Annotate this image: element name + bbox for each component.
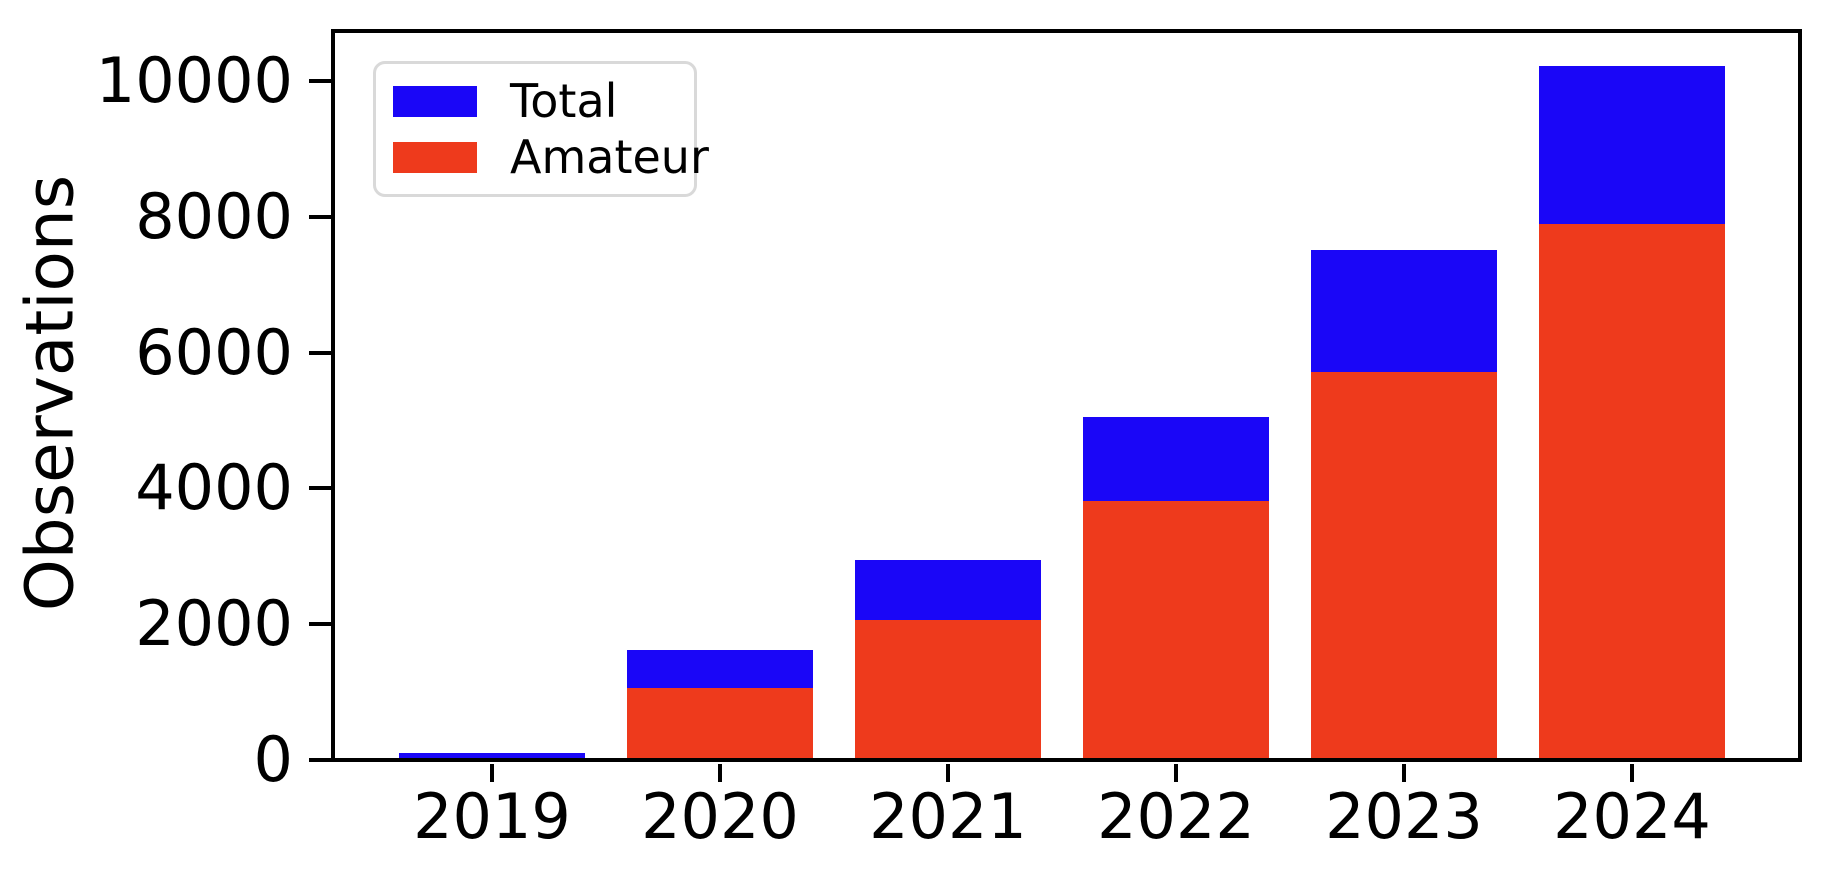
x-tick-2019 [490,764,494,782]
x-tick-2024 [1630,764,1634,782]
x-tick-label-2024: 2024 [1553,780,1711,853]
bar-amateur-2024 [1539,224,1725,760]
amateur-color-swatch [393,141,477,173]
x-tick-label-2022: 2022 [1097,780,1255,853]
top-spine [331,29,1802,33]
bar-amateur-2022 [1083,501,1269,760]
y-tick-label-2000: 2000 [135,587,293,661]
legend: Total Amateur [373,61,709,197]
y-tick-4000 [309,486,331,491]
y-tick-label-4000: 4000 [135,451,293,525]
right-spine [1798,29,1802,762]
y-tick-0 [309,758,331,762]
y-tick-10000 [309,79,331,84]
legend-label-total: Total [510,74,618,128]
bar-amateur-2021 [855,620,1041,760]
y-tick-2000 [309,622,331,627]
x-tick-2021 [946,764,950,782]
legend-item-total: Total [393,78,694,124]
x-tick-2020 [718,764,722,782]
x-tick-2022 [1174,764,1178,782]
y-axis-line [331,29,335,762]
legend-item-amateur: Amateur [393,134,709,180]
bar-total-2019 [399,753,585,760]
y-tick-label-10000: 10000 [95,44,293,118]
legend-label-amateur: Amateur [510,130,709,184]
x-axis-line [331,758,1802,762]
y-tick-label-6000: 6000 [135,315,293,389]
y-tick-label-0: 0 [253,723,293,796]
plot-area: Total Amateur 0 2000 4000 6000 8000 10000 2019… [96,29,1802,848]
y-tick-6000 [309,350,331,355]
x-tick-2023 [1402,764,1406,782]
x-tick-label-2019: 2019 [413,780,571,853]
bar-amateur-2020 [627,688,813,760]
bar-amateur-2023 [1311,372,1497,760]
y-tick-8000 [309,214,331,219]
y-tick-label-8000: 8000 [135,179,293,253]
x-tick-label-2021: 2021 [869,780,1027,853]
x-tick-label-2023: 2023 [1325,780,1483,853]
x-tick-label-2020: 2020 [641,780,799,853]
total-color-swatch [393,85,477,117]
